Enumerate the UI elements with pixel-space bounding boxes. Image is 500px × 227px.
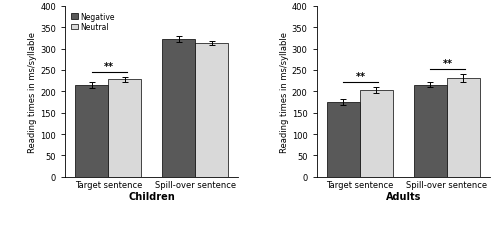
Bar: [327, 103, 360, 177]
Text: **: **: [356, 71, 366, 81]
Bar: [162, 39, 195, 177]
Bar: [360, 90, 393, 177]
Legend: Negative, Neutral: Negative, Neutral: [69, 11, 117, 34]
Bar: [76, 86, 108, 177]
Bar: [108, 80, 142, 177]
X-axis label: Adults: Adults: [386, 192, 421, 202]
Text: **: **: [442, 59, 452, 69]
Bar: [195, 44, 228, 177]
Text: **: **: [104, 62, 114, 72]
Y-axis label: Reading times in ms/syllable: Reading times in ms/syllable: [280, 32, 289, 152]
Bar: [414, 85, 446, 177]
Bar: [446, 78, 480, 177]
X-axis label: Children: Children: [128, 192, 175, 202]
Y-axis label: Reading times in ms/syllable: Reading times in ms/syllable: [28, 32, 38, 152]
